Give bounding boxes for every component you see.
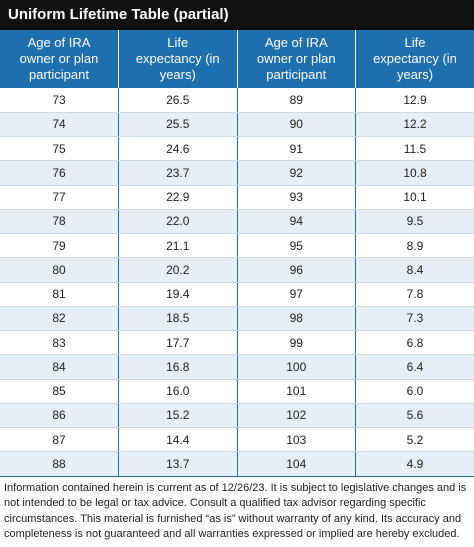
table-cell: 73 <box>0 88 119 113</box>
table-row: 78 22.0 94 9.5 <box>0 209 474 235</box>
table-cell: 101 <box>236 379 356 404</box>
table-cell: 80 <box>0 257 119 283</box>
table-cell: 83 <box>0 330 119 356</box>
table-cell: 95 <box>236 233 356 259</box>
table-row: 80 20.2 96 8.4 <box>0 257 474 283</box>
table-row: 85 16.0 101 6.0 <box>0 379 474 404</box>
table-cell: 21.1 <box>118 233 237 259</box>
lifetime-table: Age of IRA owner or plan participant Life… <box>0 30 474 477</box>
table-cell: 16.8 <box>118 354 237 380</box>
table-cell: 17.7 <box>118 330 237 356</box>
table-cell: 12.2 <box>355 112 474 138</box>
table-row: 73 26.5 89 12.9 <box>0 88 474 113</box>
table-row: 88 13.7 104 4.9 <box>0 451 474 477</box>
column-header: Life expectancy (in years) <box>118 30 237 88</box>
table-row: 86 15.2 102 5.6 <box>0 403 474 429</box>
table-cell: 8.4 <box>355 257 474 283</box>
table-cell: 94 <box>236 209 356 235</box>
table-cell: 87 <box>0 427 119 453</box>
table-cell: 91 <box>236 136 356 162</box>
table-cell: 20.2 <box>118 257 237 283</box>
table-cell: 74 <box>0 112 119 138</box>
table-cell: 102 <box>236 403 356 429</box>
table-cell: 96 <box>236 257 356 283</box>
table-cell: 8.9 <box>355 233 474 259</box>
table-cell: 15.2 <box>118 403 237 429</box>
table-row: 77 22.9 93 10.1 <box>0 185 474 210</box>
table-title: Uniform Lifetime Table (partial) <box>0 0 474 30</box>
table-cell: 84 <box>0 354 119 380</box>
table-cell: 6.0 <box>355 379 474 404</box>
table-cell: 81 <box>0 282 119 307</box>
table-row: 74 25.5 90 12.2 <box>0 112 474 138</box>
table-cell: 92 <box>236 160 356 186</box>
table-cell: 90 <box>236 112 356 138</box>
table-cell: 97 <box>236 282 356 307</box>
table-cell: 5.6 <box>355 403 474 429</box>
table-cell: 103 <box>236 427 356 453</box>
table-cell: 18.5 <box>118 306 237 332</box>
table-cell: 26.5 <box>118 88 237 113</box>
table-row: 83 17.7 99 6.8 <box>0 330 474 356</box>
table-body: 73 26.5 89 12.9 74 25.5 90 12.2 75 24.6 91 11.5 76 23… <box>0 88 474 477</box>
table-cell: 23.7 <box>118 160 237 186</box>
table-cell: 22.9 <box>118 185 237 210</box>
table-cell: 14.4 <box>118 427 237 453</box>
table-cell: 7.3 <box>355 306 474 332</box>
table-cell: 10.8 <box>355 160 474 186</box>
header-row: Age of IRA owner or plan participant Life… <box>0 30 474 88</box>
table-cell: 11.5 <box>355 136 474 162</box>
table-cell: 98 <box>236 306 356 332</box>
table-row: 82 18.5 98 7.3 <box>0 306 474 332</box>
table-cell: 10.1 <box>355 185 474 210</box>
table-cell: 76 <box>0 160 119 186</box>
column-header: Age of IRA owner or plan participant <box>0 30 119 88</box>
table-row: 84 16.8 100 6.4 <box>0 354 474 380</box>
table-row: 75 24.6 91 11.5 <box>0 136 474 162</box>
table-row: 87 14.4 103 5.2 <box>0 427 474 453</box>
table-cell: 24.6 <box>118 136 237 162</box>
table-cell: 75 <box>0 136 119 162</box>
table-cell: 104 <box>236 451 356 477</box>
table-cell: 22.0 <box>118 209 237 235</box>
table-cell: 16.0 <box>118 379 237 404</box>
table-cell: 93 <box>236 185 356 210</box>
table-cell: 6.8 <box>355 330 474 356</box>
table-cell: 78 <box>0 209 119 235</box>
table-cell: 82 <box>0 306 119 332</box>
table-cell: 79 <box>0 233 119 259</box>
table-cell: 89 <box>236 88 356 113</box>
table-cell: 100 <box>236 354 356 380</box>
column-header: Life expectancy (in years) <box>355 30 474 88</box>
table-cell: 85 <box>0 379 119 404</box>
table-cell: 5.2 <box>355 427 474 453</box>
table-row: 79 21.1 95 8.9 <box>0 233 474 259</box>
table-cell: 19.4 <box>118 282 237 307</box>
table-cell: 13.7 <box>118 451 237 477</box>
table-cell: 12.9 <box>355 88 474 113</box>
table-cell: 99 <box>236 330 356 356</box>
table-cell: 77 <box>0 185 119 210</box>
table-cell: 25.5 <box>118 112 237 138</box>
table-row: 76 23.7 92 10.8 <box>0 160 474 186</box>
column-header: Age of IRA owner or plan participant <box>236 30 356 88</box>
table-cell: 86 <box>0 403 119 429</box>
table-cell: 6.4 <box>355 354 474 380</box>
table-cell: 9.5 <box>355 209 474 235</box>
disclaimer: Information contained herein is current … <box>4 481 467 541</box>
table-row: 81 19.4 97 7.8 <box>0 282 474 307</box>
table-cell: 7.8 <box>355 282 474 307</box>
table-cell: 4.9 <box>355 451 474 477</box>
table-cell: 88 <box>0 451 119 477</box>
